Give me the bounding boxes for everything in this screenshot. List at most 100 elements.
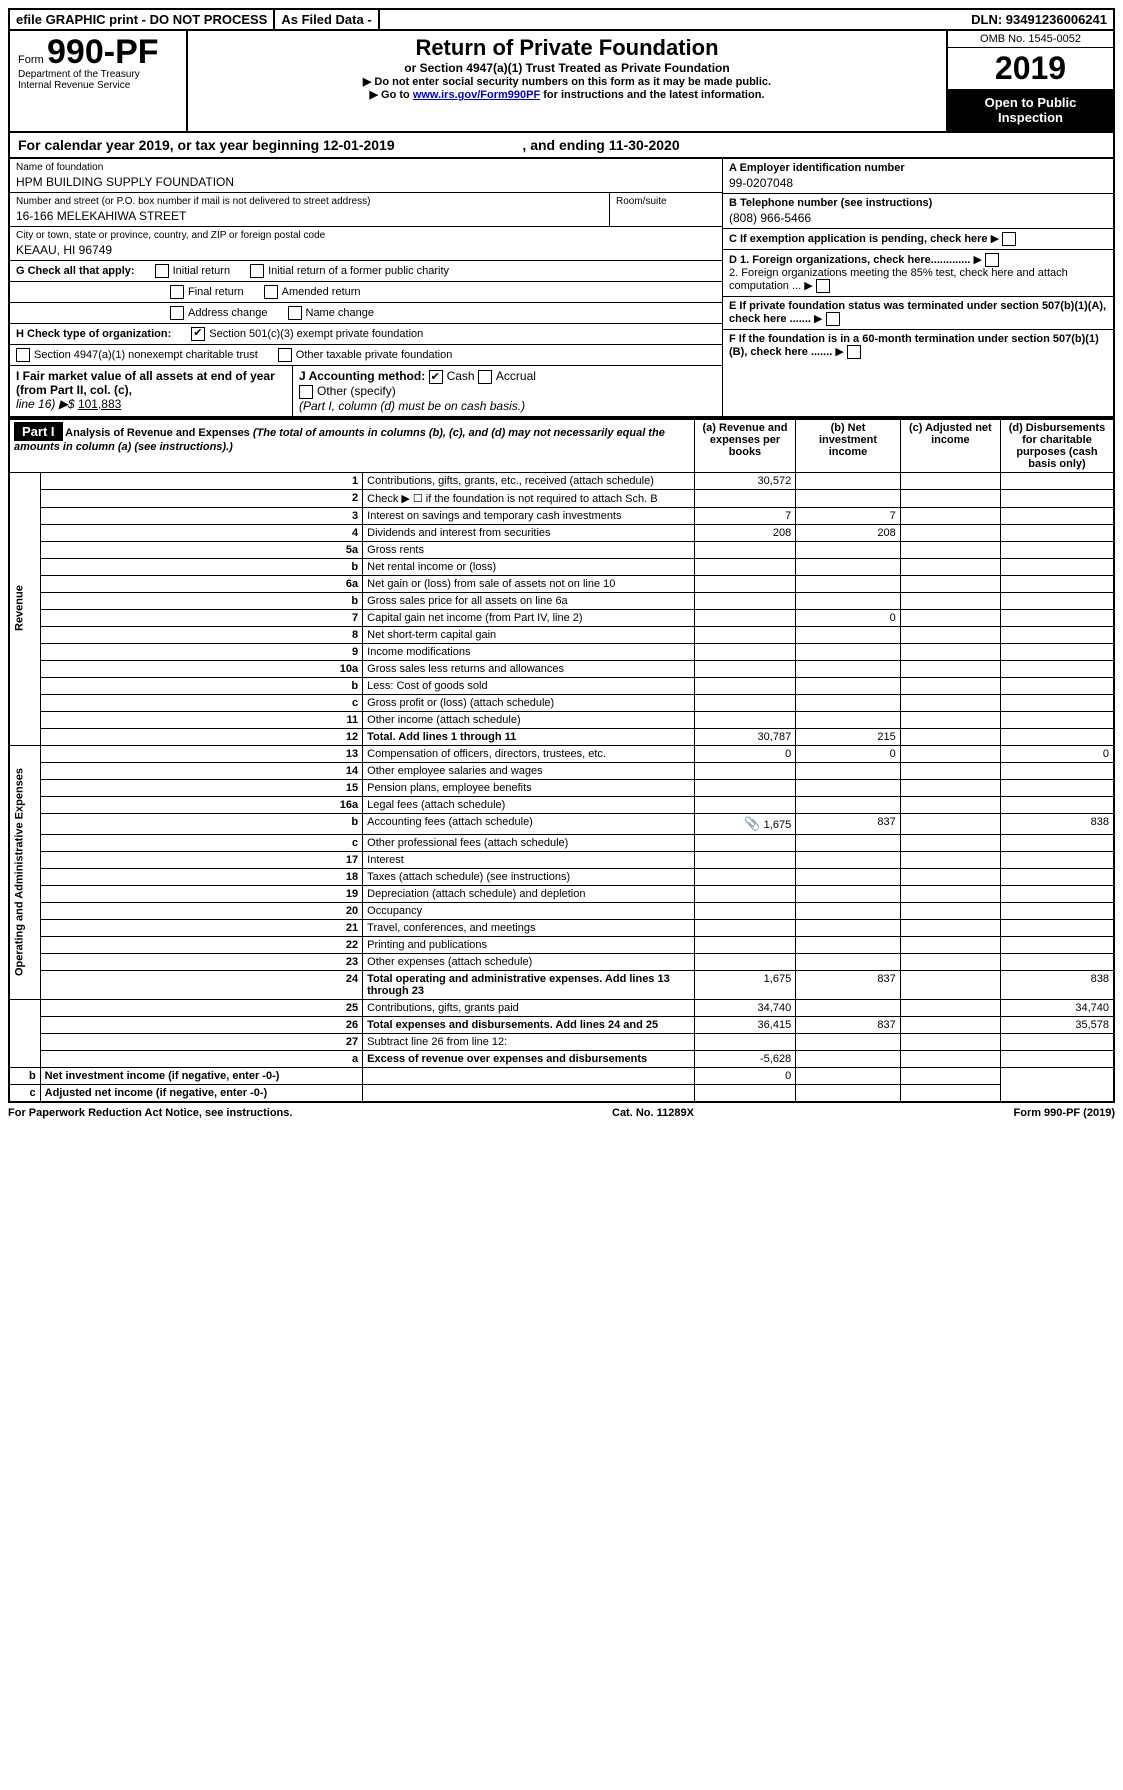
cell-value xyxy=(900,779,1000,796)
room-label: Room/suite xyxy=(616,196,716,207)
calendar-year-row: For calendar year 2019, or tax year begi… xyxy=(8,133,1115,159)
attachment-icon[interactable]: 📎 xyxy=(744,816,760,831)
line-number: 26 xyxy=(40,1016,362,1033)
status-terminated-checkbox[interactable] xyxy=(826,312,840,326)
line-description: Pension plans, employee benefits xyxy=(363,779,695,796)
cell-value xyxy=(796,626,901,643)
line-number: 14 xyxy=(40,762,362,779)
other-method-checkbox[interactable] xyxy=(299,385,313,399)
cell-value xyxy=(900,745,1000,762)
form-ref: Form 990-PF (2019) xyxy=(1014,1107,1115,1119)
cell-value xyxy=(900,558,1000,575)
line-number: 3 xyxy=(40,507,362,524)
cell-value: 0 xyxy=(694,745,795,762)
cell-value xyxy=(1000,677,1114,694)
line-number: c xyxy=(9,1084,40,1102)
cell-value xyxy=(1000,796,1114,813)
cell-value xyxy=(900,711,1000,728)
cell-value xyxy=(900,660,1000,677)
cell-value xyxy=(694,902,795,919)
irs-link[interactable]: www.irs.gov/Form990PF xyxy=(413,89,540,101)
cell-value xyxy=(694,953,795,970)
instr-1: ▶ Do not enter social security numbers o… xyxy=(192,75,942,88)
top-bar: efile GRAPHIC print - DO NOT PROCESS As … xyxy=(8,8,1115,31)
line-description: Excess of revenue over expenses and disb… xyxy=(363,1050,695,1067)
address-change-checkbox[interactable] xyxy=(170,306,184,320)
cell-value xyxy=(1000,643,1114,660)
cell-value xyxy=(694,851,795,868)
line-description: Income modifications xyxy=(363,643,695,660)
section-c: C If exemption application is pending, c… xyxy=(729,233,988,245)
cell-value xyxy=(900,953,1000,970)
cell-value xyxy=(796,936,901,953)
line-description: Adjusted net income (if negative, enter … xyxy=(40,1084,362,1102)
4947a1-checkbox[interactable] xyxy=(16,348,30,362)
ein-value: 99-0207048 xyxy=(729,176,1107,190)
fmv-value: 101,883 xyxy=(78,397,121,411)
cell-value xyxy=(900,728,1000,745)
final-return-checkbox[interactable] xyxy=(170,285,184,299)
section-i-label: I Fair market value of all assets at end… xyxy=(16,369,275,397)
form-header: Form 990-PF Department of the Treasury I… xyxy=(8,31,1115,133)
cell-value xyxy=(900,902,1000,919)
line-description: Legal fees (attach schedule) xyxy=(363,796,695,813)
cell-value xyxy=(694,834,795,851)
cell-value xyxy=(694,936,795,953)
expenses-side-label: Operating and Administrative Expenses xyxy=(9,745,40,999)
cell-value: 0 xyxy=(796,745,901,762)
line-description: Travel, conferences, and meetings xyxy=(363,919,695,936)
cash-checkbox[interactable] xyxy=(429,370,443,384)
line-description: Net gain or (loss) from sale of assets n… xyxy=(363,575,695,592)
line-number: 16a xyxy=(40,796,362,813)
cell-value xyxy=(900,677,1000,694)
60month-checkbox[interactable] xyxy=(847,345,861,359)
cell-value xyxy=(1000,660,1114,677)
cell-value xyxy=(796,885,901,902)
cell-value xyxy=(796,902,901,919)
line-number: 1 xyxy=(40,472,362,489)
501c3-checkbox[interactable] xyxy=(191,327,205,341)
cell-value xyxy=(796,472,901,489)
cell-value xyxy=(900,834,1000,851)
cell-value xyxy=(1000,694,1114,711)
foreign-org-checkbox[interactable] xyxy=(985,253,999,267)
cell-value: 837 xyxy=(796,970,901,999)
cell-value: 0 xyxy=(694,1067,795,1084)
cell-value: 34,740 xyxy=(1000,999,1114,1016)
cell-value xyxy=(796,711,901,728)
line-description: Net investment income (if negative, ente… xyxy=(40,1067,362,1084)
cell-value xyxy=(900,999,1000,1016)
ein-label: A Employer identification number xyxy=(729,162,905,174)
accrual-checkbox[interactable] xyxy=(478,370,492,384)
initial-former-checkbox[interactable] xyxy=(250,264,264,278)
efile-notice: efile GRAPHIC print - DO NOT PROCESS xyxy=(10,10,275,29)
cell-value xyxy=(694,677,795,694)
cell-value xyxy=(900,1067,1000,1084)
cell-value xyxy=(796,643,901,660)
cell-value xyxy=(796,592,901,609)
name-change-checkbox[interactable] xyxy=(288,306,302,320)
line-number: 4 xyxy=(40,524,362,541)
line-number: c xyxy=(40,834,362,851)
section-d1: D 1. Foreign organizations, check here..… xyxy=(729,254,970,266)
cell-value xyxy=(900,868,1000,885)
irs-label: Internal Revenue Service xyxy=(18,80,178,91)
cell-value xyxy=(900,885,1000,902)
line-number: 5a xyxy=(40,541,362,558)
cell-value xyxy=(900,1050,1000,1067)
other-taxable-checkbox[interactable] xyxy=(278,348,292,362)
exemption-pending-checkbox[interactable] xyxy=(1002,232,1016,246)
line-number: 13 xyxy=(40,745,362,762)
cell-value xyxy=(1000,762,1114,779)
foreign-85-checkbox[interactable] xyxy=(816,279,830,293)
line-description: Gross rents xyxy=(363,541,695,558)
cell-value xyxy=(1000,868,1114,885)
line-description: Total. Add lines 1 through 11 xyxy=(363,728,695,745)
amended-return-checkbox[interactable] xyxy=(264,285,278,299)
line-description: Gross profit or (loss) (attach schedule) xyxy=(363,694,695,711)
cell-value xyxy=(796,694,901,711)
line-number: 15 xyxy=(40,779,362,796)
initial-return-checkbox[interactable] xyxy=(155,264,169,278)
cell-value: 837 xyxy=(796,813,901,834)
footer: For Paperwork Reduction Act Notice, see … xyxy=(8,1107,1115,1119)
